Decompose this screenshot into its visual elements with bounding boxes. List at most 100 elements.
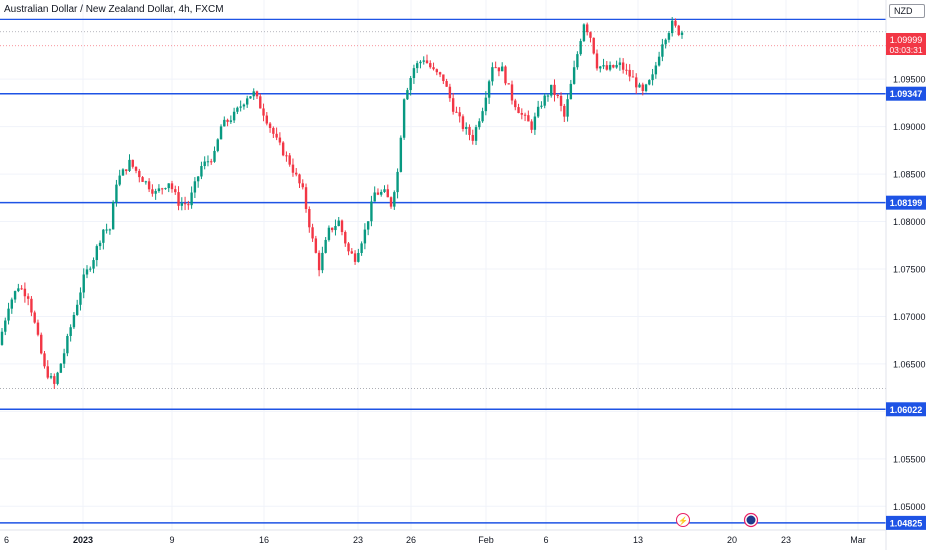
candle-body <box>210 161 213 163</box>
candle-body <box>478 121 481 128</box>
candle-body <box>635 77 638 88</box>
level-price-tag <box>886 515 926 530</box>
candle-body <box>4 320 7 332</box>
time-tick-label: Mar <box>850 535 866 545</box>
candle-body <box>625 69 628 71</box>
candle-body <box>602 65 605 67</box>
candle-body <box>546 95 550 97</box>
flag-event-icon[interactable] <box>743 512 759 528</box>
currency-badge[interactable]: NZD <box>889 4 925 18</box>
candle-body <box>618 62 622 65</box>
candle-body <box>82 274 85 293</box>
time-tick-label: 13 <box>633 535 643 545</box>
candle-body <box>174 189 177 193</box>
event-markers[interactable]: ⚡ <box>676 512 759 528</box>
candle-body <box>579 41 582 55</box>
candle-body <box>330 227 334 231</box>
level-price-tag-label: 1.08199 <box>890 198 923 208</box>
candle-body <box>262 108 265 116</box>
candle-body <box>517 107 520 114</box>
candle-body <box>641 84 644 91</box>
current-price-tag <box>886 33 926 55</box>
candle-body <box>592 37 595 54</box>
candle-body <box>239 106 242 108</box>
candle-body <box>183 203 187 205</box>
candle-body <box>213 150 216 162</box>
candle-body <box>259 96 262 109</box>
candle-body <box>514 100 517 108</box>
candle-body <box>484 97 488 112</box>
time-tick-label: 23 <box>781 535 791 545</box>
time-axis[interactable]: 6 2023 9 16 23 26 Feb 6 13 20 23 Mar <box>0 529 886 545</box>
candle-body <box>105 229 108 231</box>
candle-body <box>53 376 56 384</box>
level-price-tag <box>886 86 926 101</box>
candle-body <box>608 65 612 70</box>
candle-body <box>465 126 468 129</box>
candle-body <box>92 260 95 269</box>
candle-body <box>252 91 255 97</box>
candle-body <box>334 226 337 231</box>
candle-body <box>595 53 599 69</box>
candle-body <box>245 98 249 105</box>
candle-body <box>170 183 174 190</box>
price-tick-label: 1.05000 <box>893 502 926 512</box>
candle-body <box>255 91 259 97</box>
time-tick-label: Feb <box>478 535 494 545</box>
candle-body <box>654 65 658 75</box>
price-axis[interactable]: 1.050001.055001.060001.065001.070001.075… <box>885 0 926 550</box>
candle-body <box>550 84 553 96</box>
candle-body <box>507 83 510 85</box>
candle-body <box>540 105 543 107</box>
candle-body <box>353 253 357 262</box>
candle-body <box>69 327 72 336</box>
flash-event-icon[interactable]: ⚡ <box>676 513 690 527</box>
candle-body <box>533 116 537 130</box>
candle-body <box>615 64 618 68</box>
candle-body <box>236 107 239 112</box>
candle-body <box>200 166 203 177</box>
candle-body <box>43 353 46 367</box>
candle-body <box>347 243 350 252</box>
time-tick-label: 9 <box>169 535 174 545</box>
candle-body <box>0 331 4 345</box>
candle-body <box>357 252 360 262</box>
candle-body <box>612 65 615 68</box>
candle-body <box>131 159 134 167</box>
candle-body <box>157 188 161 192</box>
candle-body <box>17 288 20 292</box>
candle-body <box>75 304 79 315</box>
candle-body <box>108 229 112 231</box>
candle-body <box>455 111 458 113</box>
candle-body <box>429 63 432 68</box>
candle-body <box>657 56 661 66</box>
candle-body <box>46 366 49 378</box>
candle-body <box>288 155 291 165</box>
candle-body <box>111 202 115 230</box>
candle-body <box>563 105 566 117</box>
candle-body <box>203 161 206 167</box>
candle-body <box>481 111 484 122</box>
candle-body <box>164 188 167 190</box>
candle-body <box>553 84 556 96</box>
candle-body <box>154 191 157 194</box>
price-tick-label: 1.06500 <box>893 359 926 369</box>
chart-title: Australian Dollar / New Zealand Dollar, … <box>4 4 224 15</box>
candle-body <box>380 191 383 195</box>
candle-body <box>631 76 635 78</box>
level-price-tag-label: 1.09347 <box>890 89 923 99</box>
candle-body <box>677 25 680 35</box>
candle-body <box>445 81 448 87</box>
time-tick-label: 16 <box>259 535 269 545</box>
candle-body <box>402 99 406 138</box>
candle-body <box>317 252 321 271</box>
candle-body <box>451 98 455 112</box>
candle-body <box>308 209 311 228</box>
candle-body <box>572 67 576 84</box>
candle-body <box>438 72 442 75</box>
candle-body <box>461 116 465 129</box>
candle-body <box>458 112 461 117</box>
price-tick-label: 1.07000 <box>893 312 926 322</box>
candle-body <box>344 231 347 244</box>
